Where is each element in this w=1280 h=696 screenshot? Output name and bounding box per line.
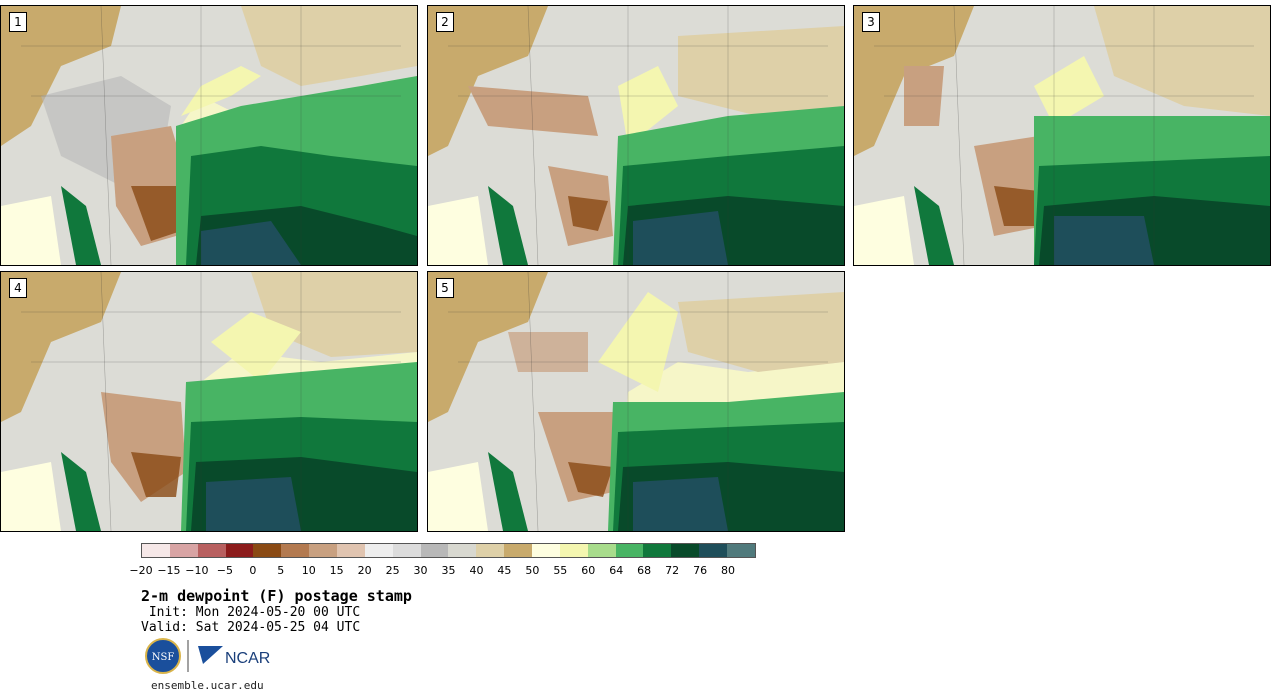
colorbar-swatch xyxy=(281,544,310,557)
colorbar-swatch xyxy=(643,544,672,557)
colorbar-swatch xyxy=(559,544,588,557)
stamp-number: 2 xyxy=(436,12,454,32)
colorbar-tick-label: 30 xyxy=(413,564,428,577)
stamp-panel-1[interactable]: 1 xyxy=(0,5,418,266)
colorbar-swatch xyxy=(169,544,198,557)
colorbar-swatch xyxy=(532,544,560,557)
colorbar-tick-label: 15 xyxy=(329,564,344,577)
colorbar-swatch xyxy=(142,544,170,557)
init-time: Init: Mon 2024-05-20 00 UTC xyxy=(141,605,361,620)
dewpoint-map-2 xyxy=(428,6,844,265)
colorbar-tick-label: 60 xyxy=(581,564,596,577)
stamp-panel-5[interactable]: 5 xyxy=(427,271,845,532)
dewpoint-map-1 xyxy=(1,6,417,265)
stamp-panel-4[interactable]: 4 xyxy=(0,271,418,532)
page-title: 2-m dewpoint (F) postage stamp xyxy=(141,587,412,605)
colorbar-swatch xyxy=(671,544,700,557)
colorbar-tick-label: −5 xyxy=(216,564,233,577)
stamp-panel-3[interactable]: 3 xyxy=(853,5,1271,266)
valid-time: Valid: Sat 2024-05-25 04 UTC xyxy=(141,620,361,635)
nsf-logo-icon: NSF NCAR xyxy=(145,638,270,674)
colorbar-tick-label: 35 xyxy=(441,564,456,577)
dewpoint-map-3 xyxy=(854,6,1270,265)
source-url[interactable]: ensemble.ucar.edu xyxy=(151,679,264,692)
colorbar-swatch xyxy=(727,544,755,557)
colorbar-tick-label: 20 xyxy=(357,564,372,577)
ncar-mark-icon xyxy=(198,646,223,664)
nsf-logo-text: NSF xyxy=(152,652,175,663)
colorbar-tick-label: 72 xyxy=(665,564,680,577)
colorbar-swatch xyxy=(420,544,449,557)
dewpoint-colorbar xyxy=(141,543,756,558)
colorbar-tick-label: 80 xyxy=(721,564,736,577)
colorbar-tick-label: −20 xyxy=(129,564,153,577)
colorbar-tick-label: 45 xyxy=(497,564,512,577)
stamp-panel-2[interactable]: 2 xyxy=(427,5,845,266)
colorbar-tick-label: 25 xyxy=(385,564,400,577)
colorbar-tick-label: 40 xyxy=(469,564,484,577)
colorbar-swatch xyxy=(699,544,728,557)
colorbar-tick-label: 50 xyxy=(525,564,540,577)
colorbar-swatch xyxy=(504,544,533,557)
colorbar-tick-label: 5 xyxy=(277,564,285,577)
colorbar-swatch xyxy=(448,544,477,557)
colorbar-tick-label: −15 xyxy=(157,564,181,577)
logos: NSF NCAR xyxy=(143,636,283,676)
colorbar-swatch xyxy=(309,544,338,557)
colorbar-tick-label: 0 xyxy=(249,564,257,577)
colorbar-swatch xyxy=(587,544,616,557)
colorbar-swatch xyxy=(364,544,393,557)
colorbar-tick-label: 68 xyxy=(637,564,652,577)
colorbar-swatch xyxy=(197,544,226,557)
dewpoint-map-4 xyxy=(1,272,417,531)
stamp-number: 3 xyxy=(862,12,880,32)
dewpoint-map-5 xyxy=(428,272,844,531)
stamp-number: 1 xyxy=(9,12,27,32)
colorbar-swatch xyxy=(225,544,254,557)
colorbar-swatch xyxy=(476,544,505,557)
ncar-logo-text: NCAR xyxy=(225,650,270,667)
stamp-number: 4 xyxy=(9,278,27,298)
stamp-number: 5 xyxy=(436,278,454,298)
colorbar-swatch xyxy=(337,544,365,557)
colorbar-tick-label: 10 xyxy=(301,564,316,577)
colorbar-tick-label: 55 xyxy=(553,564,568,577)
colorbar-tick-label: −10 xyxy=(185,564,209,577)
colorbar-swatch xyxy=(392,544,421,557)
colorbar-swatch xyxy=(253,544,282,557)
colorbar-swatch xyxy=(615,544,644,557)
colorbar-tick-label: 64 xyxy=(609,564,624,577)
colorbar-tick-label: 76 xyxy=(693,564,708,577)
